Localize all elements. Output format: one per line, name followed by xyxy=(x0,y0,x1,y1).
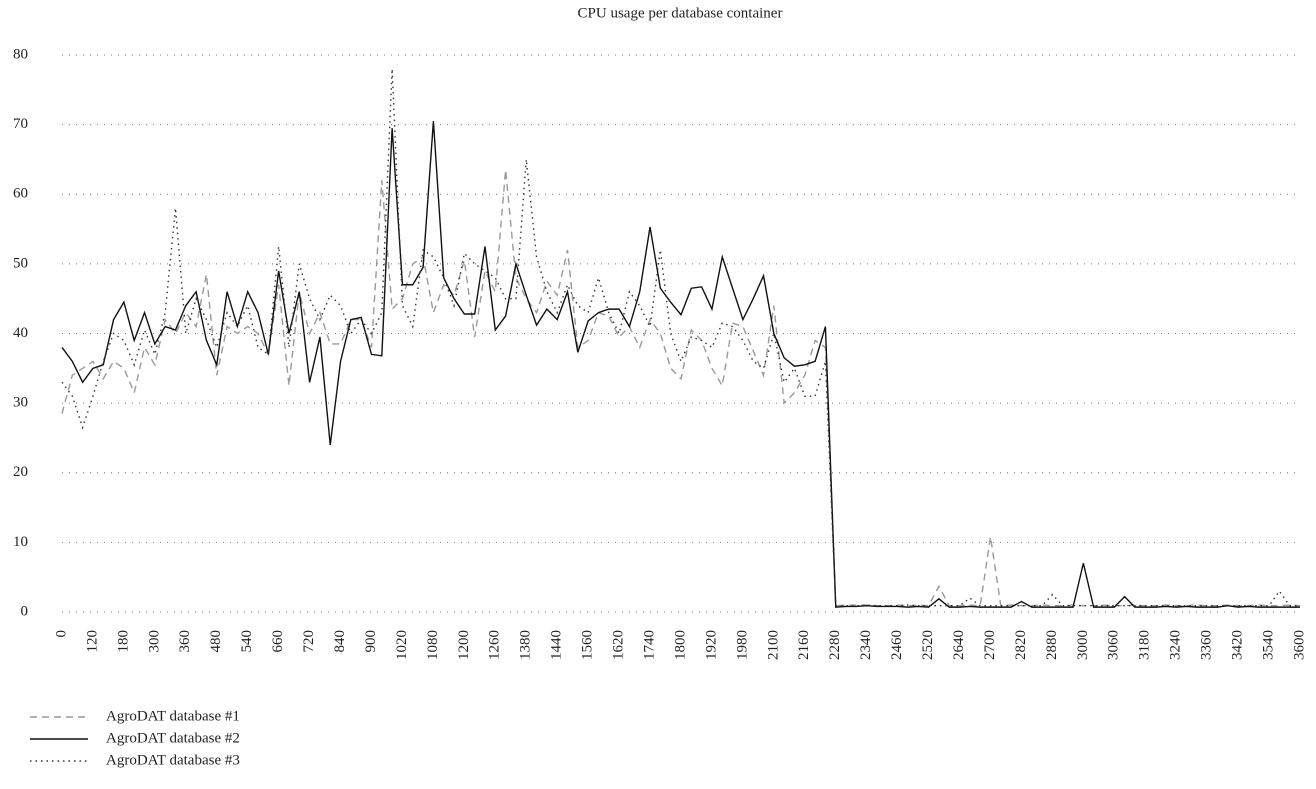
y-tick-label: 40 xyxy=(13,325,28,341)
legend-label: AgroDAT database #3 xyxy=(106,752,240,768)
series-line xyxy=(61,169,1301,607)
x-tick-label: 1800 xyxy=(672,630,688,660)
x-tick-label: 660 xyxy=(270,630,286,653)
x-tick-label: 2160 xyxy=(796,630,812,660)
chart-title: CPU usage per database container xyxy=(578,5,783,21)
x-tick-label: 2640 xyxy=(951,630,967,660)
x-tick-label: 1920 xyxy=(703,630,719,660)
y-tick-label: 50 xyxy=(13,255,28,271)
x-tick-label: 2700 xyxy=(982,630,998,660)
y-tick-label: 60 xyxy=(13,186,28,202)
x-tick-label: 3240 xyxy=(1168,630,1184,660)
y-tick-label: 0 xyxy=(21,603,29,619)
x-tick-label: 180 xyxy=(115,630,131,653)
x-tick-label: 900 xyxy=(363,630,379,653)
x-tick-label: 480 xyxy=(208,630,224,653)
x-tick-label: 1560 xyxy=(580,630,596,660)
y-tick-label: 30 xyxy=(13,395,28,411)
x-tick-label: 3060 xyxy=(1106,630,1122,660)
x-tick-label: 1740 xyxy=(641,630,657,660)
x-tick-label: 3540 xyxy=(1260,630,1276,660)
x-tick-label: 2820 xyxy=(1013,630,1029,660)
x-tick-label: 3360 xyxy=(1199,630,1215,660)
legend-label: AgroDAT database #1 xyxy=(106,708,240,724)
x-tick-label: 3180 xyxy=(1137,630,1153,660)
x-tick-label: 1080 xyxy=(425,630,441,660)
y-tick-label: 70 xyxy=(13,116,28,132)
x-tick-label: 840 xyxy=(332,630,348,653)
legend-label: AgroDAT database #2 xyxy=(106,730,240,746)
x-tick-label: 1620 xyxy=(611,630,627,660)
x-tick-label: 1020 xyxy=(394,630,410,660)
x-tick-label: 3420 xyxy=(1230,630,1246,660)
x-tick-label: 120 xyxy=(84,630,100,653)
x-tick-label: 2880 xyxy=(1044,630,1060,660)
x-tick-label: 2520 xyxy=(920,630,936,660)
x-tick-label: 0 xyxy=(53,630,69,638)
y-tick-label: 80 xyxy=(13,46,28,62)
x-tick-label: 1440 xyxy=(549,630,565,660)
y-tick-label: 10 xyxy=(13,534,28,550)
x-tick-label: 2460 xyxy=(889,630,905,660)
x-tick-label: 2340 xyxy=(858,630,874,660)
x-tick-label: 2280 xyxy=(827,630,843,660)
x-tick-label: 540 xyxy=(239,630,255,653)
x-tick-label: 3600 xyxy=(1291,630,1307,660)
x-tick-label: 1380 xyxy=(518,630,534,660)
y-tick-label: 20 xyxy=(13,464,28,480)
x-tick-label: 1200 xyxy=(456,630,472,660)
series-line xyxy=(61,68,1300,607)
x-tick-label: 300 xyxy=(146,630,162,653)
x-tick-label: 1260 xyxy=(487,630,503,660)
x-tick-label: 1980 xyxy=(734,630,750,660)
x-tick-label: 360 xyxy=(177,630,193,653)
x-tick-label: 3000 xyxy=(1075,630,1091,660)
series-line xyxy=(61,121,1300,608)
x-tick-label: 720 xyxy=(301,630,317,653)
x-tick-label: 2100 xyxy=(765,630,781,660)
